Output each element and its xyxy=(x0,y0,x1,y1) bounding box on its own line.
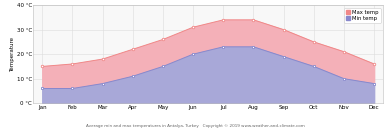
Legend: Max temp, Min temp: Max temp, Min temp xyxy=(344,8,380,23)
Text: Average min and max temperatures in Antalya, Turkey   Copyright © 2019 www.weath: Average min and max temperatures in Anta… xyxy=(86,124,305,128)
Y-axis label: Temperature: Temperature xyxy=(10,37,15,72)
